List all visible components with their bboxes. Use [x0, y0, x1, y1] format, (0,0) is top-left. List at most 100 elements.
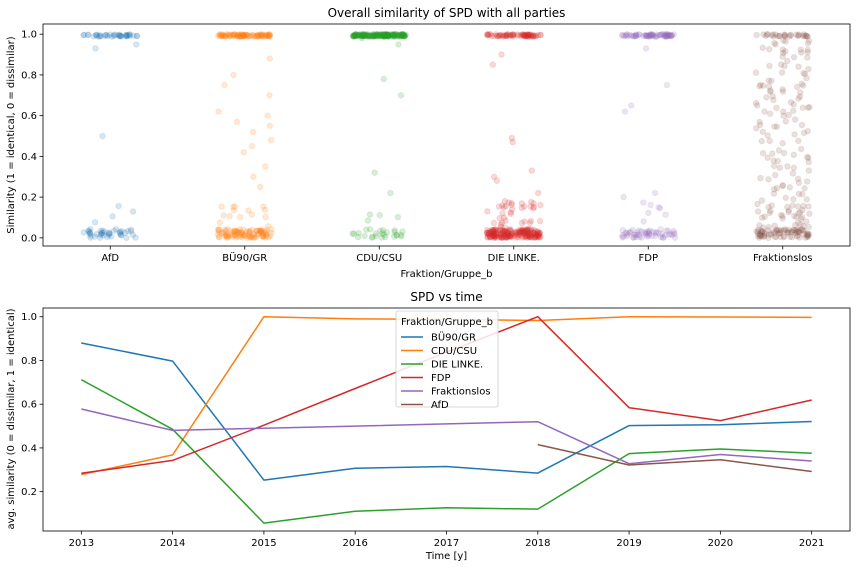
strip-point: [803, 74, 810, 82]
strip-point: [262, 213, 269, 221]
strip-point: [229, 233, 236, 241]
strip-point: [86, 228, 94, 236]
strip-point: [762, 32, 770, 40]
strip-point: [373, 33, 381, 40]
strip-point: [756, 121, 764, 129]
strip-point: [259, 233, 267, 240]
strip-point: [635, 231, 643, 239]
strip-point: [506, 226, 513, 233]
strip-point: [790, 226, 798, 234]
strip-group-fdp: [619, 30, 679, 241]
strip-point: [755, 230, 762, 237]
strip-point: [261, 31, 269, 39]
strip-point: [779, 140, 787, 147]
strip-point: [232, 227, 239, 235]
strip-point: [756, 234, 763, 241]
strip-point: [764, 132, 772, 139]
strip-point: [223, 30, 231, 38]
strip-point: [258, 229, 266, 237]
strip-point: [530, 33, 537, 40]
strip-point: [638, 234, 646, 241]
strip-point: [494, 229, 501, 237]
strip-point: [240, 149, 247, 156]
strip-point: [765, 176, 772, 183]
strip-point: [376, 31, 383, 38]
strip-point: [370, 30, 377, 38]
strip-point: [767, 230, 775, 237]
strip-point: [507, 32, 514, 39]
strip-point: [767, 88, 774, 95]
strip-point: [394, 31, 402, 39]
y-tick-label: 0.4: [21, 443, 37, 454]
x-tick-label: DIE LINKE.: [488, 253, 540, 264]
strip-point: [500, 32, 508, 39]
strip-points: [80, 30, 813, 242]
strip-point: [373, 31, 381, 38]
strip-point: [241, 232, 248, 239]
strip-point: [230, 31, 238, 38]
strip-point: [384, 32, 391, 40]
strip-point: [243, 228, 250, 235]
strip-point: [526, 219, 534, 227]
strip-point: [516, 231, 523, 239]
strip-point: [364, 32, 372, 40]
strip-point: [87, 232, 94, 239]
strip-point: [655, 204, 662, 211]
strip-point: [96, 234, 104, 241]
strip-point: [794, 32, 802, 40]
strip-plot-frame: [42, 23, 851, 247]
strip-point: [130, 32, 137, 39]
strip-point: [662, 32, 669, 40]
strip-point: [500, 234, 508, 241]
strip-point: [225, 31, 233, 39]
strip-point: [775, 230, 783, 238]
strip-point: [518, 219, 526, 227]
strip-point: [521, 33, 528, 40]
strip-point: [652, 33, 659, 40]
strip-point: [246, 32, 254, 40]
strip-point: [249, 31, 256, 39]
strip-point: [489, 232, 497, 239]
strip-point: [532, 32, 539, 39]
strip-point: [491, 233, 499, 240]
strip-point: [106, 230, 113, 237]
strip-point: [803, 33, 811, 40]
strip-point: [377, 32, 385, 40]
strip-point: [662, 31, 670, 38]
strip-point: [508, 233, 516, 241]
strip-point: [364, 31, 371, 39]
strip-point: [763, 94, 770, 101]
strip-point: [355, 32, 362, 39]
strip-point: [503, 31, 510, 39]
x-tick-label: 2013: [69, 538, 94, 549]
strip-point: [632, 32, 639, 40]
x-tick-label: Fraktionslos: [753, 253, 813, 264]
strip-point: [248, 226, 256, 234]
strip-point: [523, 226, 531, 233]
strip-point: [796, 234, 803, 241]
strip-point: [373, 31, 381, 39]
strip-point: [782, 118, 790, 125]
strip-point: [641, 229, 648, 236]
strip-point: [658, 31, 666, 38]
strip-point: [501, 228, 508, 235]
strip-point: [223, 231, 231, 239]
strip-point: [399, 33, 407, 40]
strip-point: [116, 32, 124, 40]
strip-y-label: Similarity (1 = identical, 0 = dissimila…: [6, 36, 17, 233]
strip-point: [800, 69, 807, 77]
strip-point: [770, 33, 777, 40]
strip-point: [790, 151, 798, 159]
strip-point: [267, 136, 275, 144]
strip-point: [250, 173, 257, 181]
strip-point: [129, 208, 137, 215]
strip-point: [670, 227, 678, 235]
strip-point: [494, 32, 501, 40]
strip-point: [400, 31, 408, 39]
strip-point: [250, 33, 257, 40]
strip-point: [635, 31, 643, 38]
strip-point: [759, 44, 767, 52]
strip-point: [360, 32, 367, 39]
strip-point: [754, 200, 761, 208]
